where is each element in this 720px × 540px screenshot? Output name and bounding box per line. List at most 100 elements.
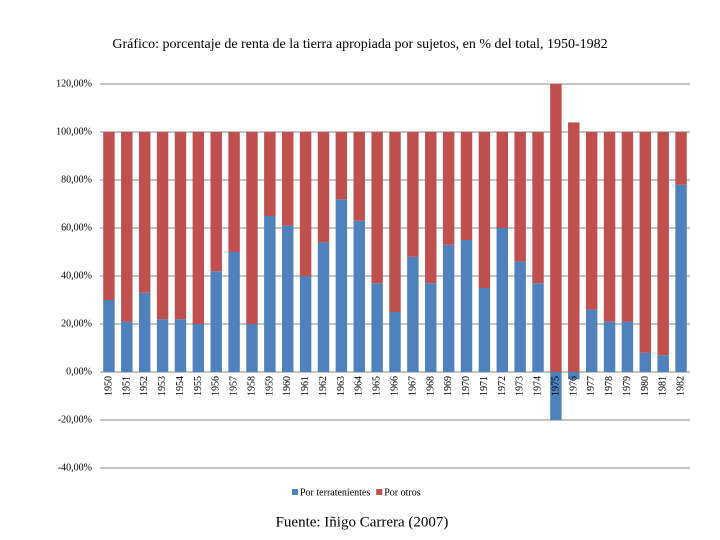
bar-segment (264, 216, 276, 372)
x-tick-label: 1959 (264, 376, 275, 396)
y-tick-label: 0,00% (66, 366, 92, 377)
bar-segment (282, 132, 294, 226)
bar-segment (478, 288, 491, 372)
bar-segment (407, 132, 419, 257)
y-tick-label: -20,00% (58, 414, 92, 425)
bar-segment (121, 132, 133, 322)
bar-segment (657, 355, 669, 372)
bar-segment (264, 132, 276, 216)
bar-segment (371, 132, 383, 284)
x-tick-label: 1952 (139, 376, 150, 396)
bar-segment (335, 199, 348, 372)
x-tick-label: 1950 (103, 376, 114, 396)
x-tick-label: 1977 (586, 376, 597, 396)
x-tick-label: 1951 (121, 376, 132, 396)
x-tick-label: 1954 (175, 376, 186, 396)
chart-title: Gráfico: porcentaje de renta de la tierr… (112, 37, 607, 52)
bar-segment (460, 240, 473, 372)
bar-segment (568, 122, 580, 373)
bar-segment (389, 132, 401, 312)
bar-segment (603, 132, 616, 322)
x-tick-label: 1956 (211, 376, 222, 396)
x-tick-label: 1961 (300, 376, 311, 396)
bar-segment (514, 261, 526, 372)
bar-segment (156, 319, 169, 372)
bar-segment (192, 324, 205, 372)
x-tick-label: 1955 (193, 376, 204, 396)
bar-segment (442, 132, 455, 245)
x-tick-label: 1980 (640, 376, 651, 396)
bar-segment (675, 132, 687, 185)
legend-label: Por otros (384, 487, 421, 498)
bar-segment (621, 321, 634, 372)
x-tick-label: 1953 (157, 376, 168, 396)
bar-segment (192, 132, 205, 324)
x-tick-label: 1962 (318, 376, 329, 396)
y-tick-label: 20,00% (61, 318, 92, 329)
x-tick-label: 1979 (622, 376, 633, 396)
bar-segment (585, 309, 598, 372)
x-tick-label: 1978 (604, 376, 615, 396)
bar-segment (246, 132, 258, 324)
bar-segment (103, 300, 115, 372)
x-tick-label: 1970 (461, 376, 472, 396)
bar-segment (228, 252, 240, 372)
bar-segment (639, 352, 652, 372)
bar-segment (425, 132, 437, 284)
bar-segment (603, 321, 616, 372)
x-tick-label: 1976 (568, 376, 579, 396)
x-tick-label: 1966 (390, 376, 401, 396)
legend-swatch (292, 489, 298, 495)
x-tick-label: 1957 (229, 376, 240, 396)
x-tick-label: 1969 (443, 376, 454, 396)
bar-segment (299, 132, 312, 276)
bar-segment (317, 242, 330, 372)
x-tick-label: 1960 (282, 376, 293, 396)
x-tick-label: 1981 (658, 376, 669, 396)
x-tick-label: 1965 (372, 376, 383, 396)
bar-segment (657, 132, 669, 356)
bar-segment (460, 132, 473, 240)
bar-segment (496, 132, 508, 228)
bar-segment (317, 132, 330, 243)
y-tick-label: 100,00% (56, 126, 92, 137)
bar-segment (138, 292, 151, 372)
y-tick-label: -40,00% (58, 462, 92, 473)
bar-segment (478, 132, 491, 288)
bar-segment (353, 132, 365, 221)
bar-segment (550, 372, 562, 420)
bar-segment (246, 324, 258, 372)
bar-segment (138, 132, 151, 293)
x-tick-label: 1963 (336, 376, 347, 396)
bar-segment (514, 132, 526, 262)
x-tick-label: 1974 (533, 376, 544, 396)
y-tick-label: 40,00% (61, 270, 92, 281)
bar-segment (442, 244, 455, 372)
bar-segment (228, 132, 240, 252)
y-tick-label: 120,00% (56, 78, 92, 89)
bar-segment (532, 283, 544, 372)
bar-segment (639, 132, 652, 353)
bar-segment (407, 256, 419, 372)
x-tick-label: 1967 (407, 376, 418, 396)
bar-segment (103, 132, 115, 300)
bar-segment (174, 319, 187, 372)
bar-segment (550, 84, 562, 372)
bar-segment (353, 220, 365, 372)
bar-segment (299, 276, 312, 372)
bar-segment (585, 132, 598, 310)
bar-segment (335, 132, 348, 200)
bar-segment (621, 132, 634, 322)
x-tick-label: 1973 (515, 376, 526, 396)
x-tick-label: 1968 (425, 376, 436, 396)
bar-segment (496, 228, 508, 372)
source: Fuente: Iñigo Carrera (2007) (276, 514, 449, 530)
bar-segment (174, 132, 187, 320)
bar-segment (675, 184, 687, 372)
y-tick-label: 60,00% (61, 222, 92, 233)
bar-segment (121, 321, 133, 372)
x-tick-label: 1971 (479, 376, 490, 396)
bar-segment (210, 132, 222, 272)
bar-segment (389, 312, 401, 372)
